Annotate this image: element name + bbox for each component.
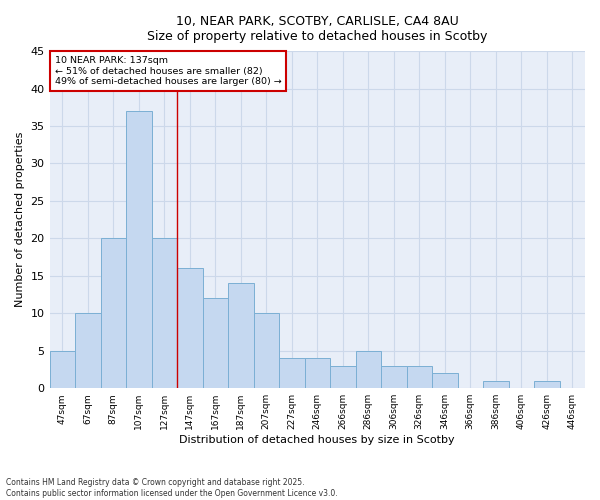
Bar [407, 366, 432, 388]
Bar [126, 111, 152, 388]
X-axis label: Distribution of detached houses by size in Scotby: Distribution of detached houses by size … [179, 435, 455, 445]
Bar [356, 351, 381, 388]
Bar [534, 380, 560, 388]
Bar [330, 366, 356, 388]
Y-axis label: Number of detached properties: Number of detached properties [15, 132, 25, 308]
Bar [254, 314, 279, 388]
Bar [50, 351, 75, 388]
Bar [305, 358, 330, 388]
Bar [101, 238, 126, 388]
Bar [381, 366, 407, 388]
Bar [228, 284, 254, 388]
Bar [75, 314, 101, 388]
Text: Contains HM Land Registry data © Crown copyright and database right 2025.
Contai: Contains HM Land Registry data © Crown c… [6, 478, 338, 498]
Title: 10, NEAR PARK, SCOTBY, CARLISLE, CA4 8AU
Size of property relative to detached h: 10, NEAR PARK, SCOTBY, CARLISLE, CA4 8AU… [147, 15, 487, 43]
Bar [152, 238, 177, 388]
Bar [177, 268, 203, 388]
Bar [432, 373, 458, 388]
Text: 10 NEAR PARK: 137sqm
← 51% of detached houses are smaller (82)
49% of semi-detac: 10 NEAR PARK: 137sqm ← 51% of detached h… [55, 56, 281, 86]
Bar [203, 298, 228, 388]
Bar [483, 380, 509, 388]
Bar [279, 358, 305, 388]
